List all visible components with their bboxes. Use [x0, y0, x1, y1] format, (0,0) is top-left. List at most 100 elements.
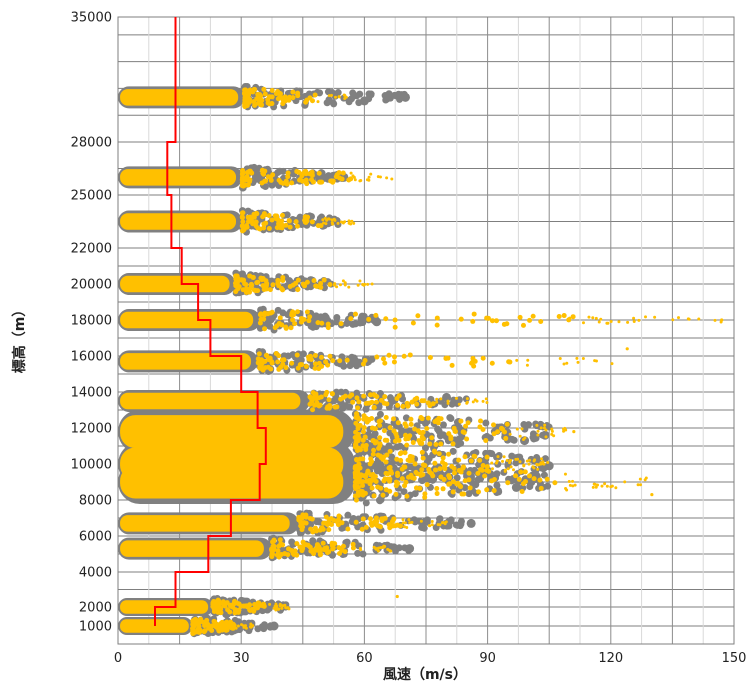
y-tick-label: 10000: [71, 458, 112, 473]
point-orange: [283, 365, 289, 371]
point-gray: [307, 283, 315, 291]
point-gray: [269, 313, 277, 321]
point-orange: [419, 449, 425, 455]
point-orange: [319, 363, 325, 369]
point-orange: [347, 285, 351, 289]
point-orange: [414, 401, 420, 407]
point-orange: [347, 221, 351, 225]
point-orange: [377, 453, 383, 459]
point-orange: [401, 518, 405, 522]
point-orange: [427, 441, 433, 447]
point-gray-large: [520, 436, 530, 446]
point-gray: [398, 427, 406, 435]
y-tick-label: 16000: [71, 350, 112, 365]
point-orange: [359, 548, 363, 552]
point-orange: [419, 398, 425, 404]
point-orange: [434, 322, 440, 328]
point-orange: [362, 283, 366, 287]
point-orange: [244, 604, 250, 610]
point-orange: [363, 524, 369, 530]
point-orange: [254, 96, 260, 102]
point-orange: [571, 484, 575, 488]
point-orange: [392, 523, 398, 529]
point-orange: [360, 437, 366, 443]
point-orange: [377, 524, 383, 530]
point-orange: [269, 101, 275, 107]
point-orange: [302, 541, 308, 547]
point-orange: [269, 217, 275, 223]
point-orange: [261, 86, 267, 92]
point-orange: [372, 393, 378, 399]
point-orange: [416, 438, 422, 444]
point-orange: [483, 438, 489, 444]
point-orange: [490, 467, 494, 471]
point-orange: [338, 283, 342, 287]
point-orange: [317, 552, 323, 558]
point-orange: [419, 467, 425, 473]
y-tick-label: 4000: [79, 566, 112, 581]
point-orange: [260, 275, 266, 281]
point-orange: [394, 456, 400, 462]
point-orange: [294, 352, 300, 358]
point-orange: [377, 435, 383, 441]
point-orange: [379, 175, 383, 179]
point-orange: [314, 283, 320, 289]
point-gray: [299, 350, 307, 358]
point-orange: [403, 525, 407, 529]
point-orange: [527, 462, 531, 466]
point-gray: [319, 173, 327, 181]
plot-frame: [117, 16, 735, 645]
point-orange: [375, 484, 381, 490]
point-orange: [412, 461, 418, 467]
point-gray: [434, 425, 442, 433]
point-orange: [475, 470, 481, 476]
point-orange: [273, 91, 279, 97]
point-orange: [314, 542, 320, 548]
point-orange: [469, 360, 475, 366]
point-orange: [266, 213, 272, 219]
point-gray: [469, 479, 477, 487]
point-orange: [353, 473, 359, 479]
point-orange: [494, 461, 498, 465]
band-core-orange: [120, 353, 252, 370]
point-orange: [307, 353, 313, 359]
point-orange: [365, 178, 369, 182]
point-orange: [424, 482, 430, 488]
point-orange: [303, 180, 309, 186]
point-orange: [376, 419, 382, 425]
point-orange: [552, 480, 558, 486]
point-orange: [321, 277, 327, 283]
point-orange: [309, 171, 315, 177]
x-tick-label: 90: [479, 651, 496, 666]
point-orange: [395, 402, 401, 408]
point-gray: [390, 543, 398, 551]
point-orange: [243, 282, 249, 288]
point-orange: [209, 623, 215, 629]
point-orange: [376, 445, 382, 451]
point-orange: [591, 316, 595, 320]
point-orange: [581, 356, 585, 360]
point-orange: [314, 400, 320, 406]
point-orange: [255, 288, 261, 294]
point-orange: [290, 89, 296, 95]
point-gray: [308, 322, 316, 330]
point-orange: [275, 217, 281, 223]
point-orange: [309, 398, 315, 404]
point-orange: [332, 217, 336, 221]
point-orange: [532, 459, 536, 463]
point-orange: [397, 451, 403, 457]
point-gray: [239, 597, 247, 605]
point-orange: [281, 604, 285, 608]
point-orange: [325, 522, 331, 528]
point-orange: [353, 519, 359, 525]
point-orange: [319, 320, 325, 326]
point-orange: [436, 451, 442, 457]
point-orange: [311, 551, 317, 557]
point-orange: [383, 459, 389, 465]
point-gray: [356, 90, 364, 98]
point-orange: [441, 464, 447, 470]
point-orange: [270, 543, 276, 549]
point-orange: [446, 399, 450, 403]
point-orange: [402, 483, 408, 489]
point-orange: [296, 169, 302, 175]
